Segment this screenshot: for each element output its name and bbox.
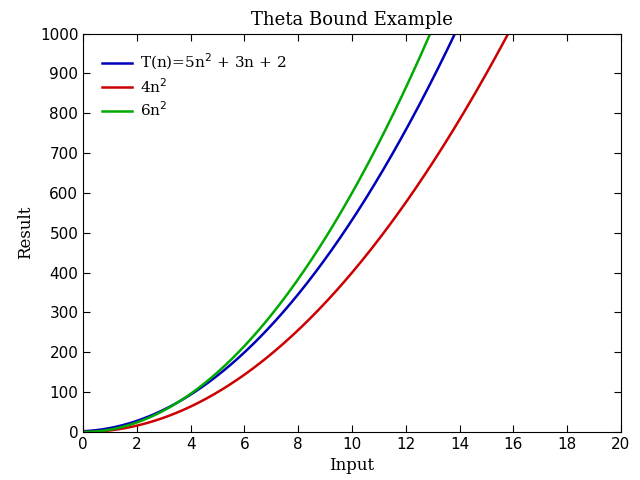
- Legend: T(n)=5n$^2$ + 3n + 2, 4n$^2$, 6n$^2$: T(n)=5n$^2$ + 3n + 2, 4n$^2$, 6n$^2$: [95, 46, 292, 125]
- T(n)=5n$^2$ + 3n + 2: [340, 228, 348, 234]
- Y-axis label: Result: Result: [17, 206, 35, 260]
- X-axis label: Input: Input: [330, 457, 374, 474]
- 6n$^2$: [326, 227, 334, 233]
- 6n$^2$: [79, 429, 87, 435]
- Line: 4n$^2$: 4n$^2$: [83, 0, 621, 432]
- 6n$^2$: [340, 203, 348, 209]
- T(n)=5n$^2$ + 3n + 2: [79, 428, 87, 434]
- 4n$^2$: [107, 428, 115, 433]
- Line: 6n$^2$: 6n$^2$: [83, 0, 621, 432]
- 4n$^2$: [340, 278, 348, 284]
- Title: Theta Bound Example: Theta Bound Example: [251, 11, 453, 29]
- 6n$^2$: [107, 427, 115, 432]
- T(n)=5n$^2$ + 3n + 2: [326, 249, 334, 255]
- T(n)=5n$^2$ + 3n + 2: [107, 425, 115, 431]
- 4n$^2$: [502, 34, 510, 40]
- 4n$^2$: [326, 294, 334, 300]
- Line: T(n)=5n$^2$ + 3n + 2: T(n)=5n$^2$ + 3n + 2: [83, 0, 621, 431]
- 4n$^2$: [79, 429, 87, 435]
